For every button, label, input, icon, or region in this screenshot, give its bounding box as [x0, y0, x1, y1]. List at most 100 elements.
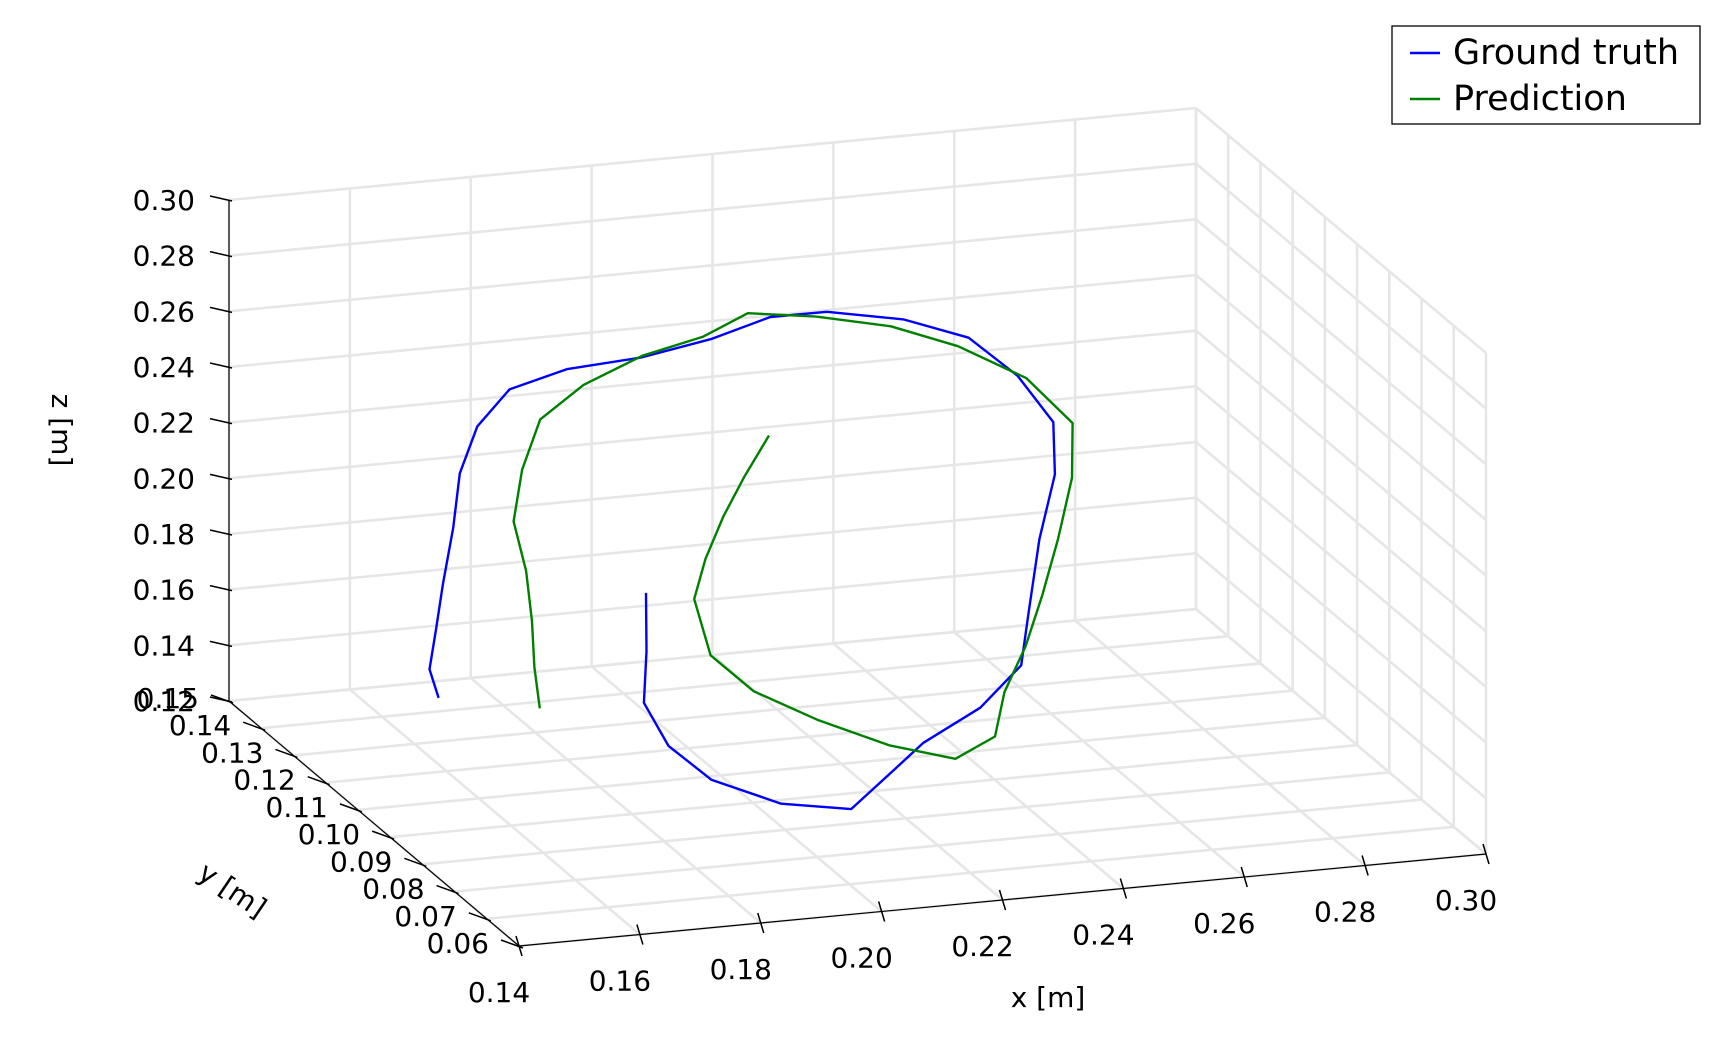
y-tick-label: 0.08	[362, 873, 424, 906]
grid-line	[1195, 162, 1487, 410]
x-tick	[998, 889, 1007, 911]
grid-line	[228, 607, 1197, 703]
grid-line	[349, 688, 641, 936]
x-tick-label: 0.22	[951, 930, 1013, 963]
grid-line	[357, 716, 1326, 812]
grid-line	[228, 218, 1197, 313]
grid-line	[1195, 274, 1487, 521]
grid-line	[1074, 619, 1366, 867]
legend: Ground truth Prediction	[1391, 25, 1701, 125]
x-tick-label: 0.24	[1072, 919, 1134, 952]
legend-label-prediction: Prediction	[1453, 79, 1627, 119]
grid-line	[228, 162, 1197, 257]
axis-ticks	[209, 195, 1490, 957]
z-tick	[209, 640, 233, 648]
grid-line	[711, 654, 1004, 901]
x-tick-label: 0.18	[710, 953, 772, 986]
z-tick-label: 0.16	[133, 574, 195, 607]
y-tick	[468, 912, 492, 922]
grid-line	[228, 329, 1197, 424]
x-tick	[1240, 866, 1248, 888]
grid-line	[953, 631, 1246, 878]
grid-line	[832, 642, 1125, 890]
grid-line	[1195, 107, 1487, 354]
y-tick-label: 0.10	[298, 818, 360, 851]
x-tick-label: 0.16	[589, 965, 651, 998]
grid-lines	[227, 106, 1488, 948]
series-line-prediction	[512, 312, 1074, 760]
y-tick	[436, 884, 459, 895]
grid-line	[1195, 496, 1487, 744]
z-tick	[209, 529, 233, 536]
grid-line	[228, 273, 1197, 369]
grid-line	[325, 689, 1293, 784]
z-axis-label: z [m]	[45, 394, 78, 467]
z-tick-label: 0.12	[133, 685, 195, 718]
grid-line	[1195, 329, 1487, 577]
grid-line	[1195, 441, 1487, 688]
grid-line	[1195, 218, 1487, 466]
legend-label-ground-truth: Ground truth	[1453, 33, 1679, 73]
x-tick-label: 0.26	[1193, 907, 1255, 940]
y-axis-line	[228, 700, 520, 947]
y-tick-label: 0.07	[394, 900, 456, 933]
y-tick-label: 0.15	[137, 682, 199, 715]
data-series	[428, 310, 1074, 811]
grid-line	[469, 677, 762, 924]
y-tick-label: 0.06	[427, 927, 489, 960]
x-tick	[877, 901, 886, 922]
x-tick-label: 0.14	[468, 976, 530, 1009]
x-tick	[1482, 843, 1490, 865]
z-tick	[209, 195, 233, 202]
grid-line	[293, 662, 1261, 757]
y-tick	[404, 857, 427, 868]
grid-line	[261, 634, 1229, 730]
z-tick-label: 0.30	[133, 184, 195, 217]
x-tick-label: 0.28	[1314, 896, 1376, 929]
tick-labels: 0.14 0.16 0.18 0.20 0.22 0.24 0.26 0.28 0.30 0.06…	[133, 184, 1498, 1009]
grid-line	[228, 440, 1197, 536]
series-line-ground-truth	[428, 310, 1057, 811]
grid-line	[228, 106, 1197, 202]
z-tick	[209, 696, 233, 703]
x-tick-label: 0.20	[830, 942, 892, 975]
grid-line	[1195, 552, 1487, 800]
legend-box	[1391, 25, 1701, 125]
grid-line	[454, 798, 1422, 893]
z-tick-label: 0.24	[133, 351, 195, 384]
z-tick	[209, 362, 233, 369]
y-tick	[339, 803, 363, 813]
z-tick	[209, 306, 233, 314]
y-tick-label: 0.14	[169, 709, 231, 742]
y-axis-label: y [m]	[192, 856, 272, 925]
grid-line	[1195, 385, 1487, 633]
y-tick-label: 0.13	[201, 736, 263, 769]
z-tick-label: 0.26	[133, 295, 195, 328]
grid-line	[389, 743, 1358, 839]
grid-line	[486, 825, 1454, 921]
z-tick-label: 0.28	[133, 240, 195, 273]
x-tick	[1119, 878, 1128, 899]
y-tick-label: 0.11	[266, 791, 328, 824]
grid-line	[228, 385, 1197, 480]
y-tick	[371, 830, 395, 840]
x-axis-label: x [m]	[1011, 981, 1086, 1014]
z-tick-label: 0.18	[133, 518, 195, 551]
y-tick	[307, 775, 330, 786]
grid-line	[1195, 608, 1487, 855]
z-tick	[209, 417, 233, 425]
z-tick-label: 0.22	[133, 407, 195, 440]
z-tick-label: 0.14	[133, 629, 195, 662]
grid-line	[422, 771, 1390, 866]
y-tick	[500, 939, 524, 949]
y-tick-label: 0.12	[233, 764, 295, 797]
x-tick	[1361, 855, 1369, 876]
y-tick-label: 0.09	[330, 845, 392, 878]
x-tick	[757, 912, 765, 934]
x-tick-label: 0.30	[1435, 884, 1497, 917]
x-tick	[636, 924, 644, 945]
z-tick-label: 0.20	[133, 462, 195, 495]
y-tick	[275, 748, 298, 759]
z-tick	[209, 250, 233, 258]
